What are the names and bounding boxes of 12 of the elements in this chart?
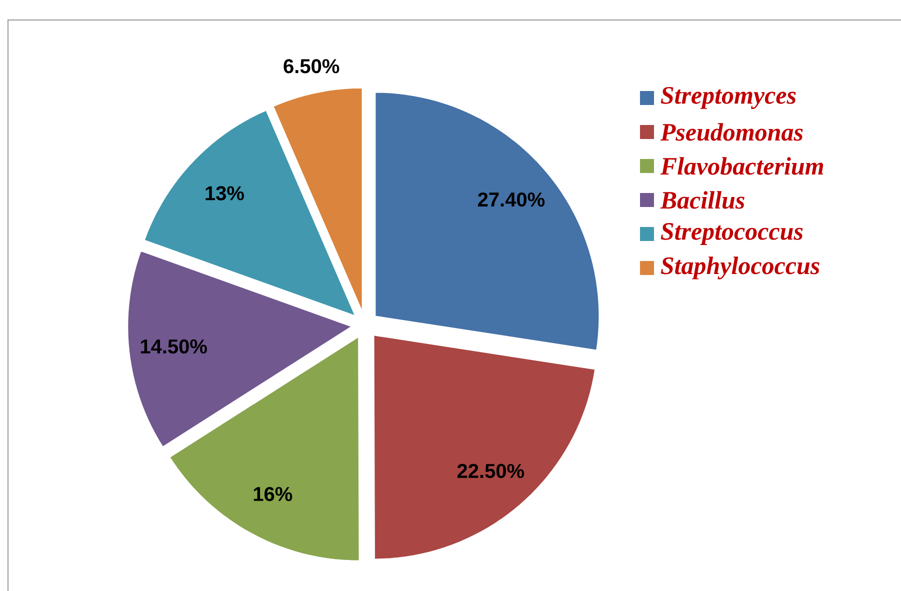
legend-label: Streptomyces [660, 87, 796, 109]
data-label: 13% [206, 186, 244, 200]
data-label: 14.50% [140, 339, 207, 354]
data-label: 6.50% [284, 59, 340, 74]
legend-label: Pseudomonas [660, 123, 803, 141]
data-label: 27.40% [478, 192, 545, 207]
legend-label: Flavobacterium [660, 157, 824, 175]
legend-label: Staphylococcus [660, 256, 820, 280]
legend-label: Streptococcus [660, 223, 803, 245]
data-label: 22.50% [457, 464, 524, 478]
data-label: 16% [254, 486, 292, 502]
legend-label: Bacillus [660, 191, 744, 209]
